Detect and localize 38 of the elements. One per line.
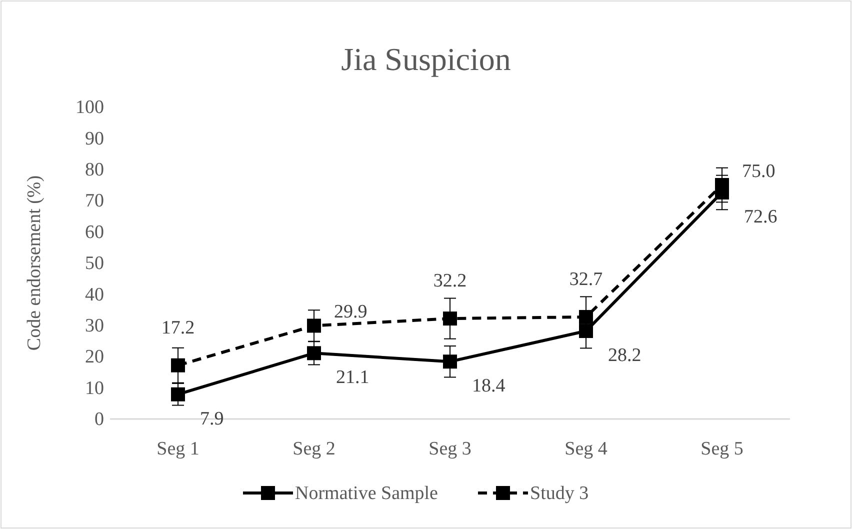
y-tick-label: 40 bbox=[85, 284, 104, 306]
point bbox=[307, 318, 321, 333]
point bbox=[307, 346, 321, 360]
chart-title: Jia Suspicion bbox=[341, 41, 511, 77]
y-tick-label: 20 bbox=[85, 346, 104, 368]
legend-label: Study 3 bbox=[530, 483, 589, 504]
x-tick-label: Seg 5 bbox=[700, 438, 744, 460]
y-tick-label: 10 bbox=[85, 378, 104, 399]
y-tick-label: 50 bbox=[85, 253, 104, 274]
y-tick-label: 80 bbox=[85, 159, 104, 180]
data-label: 32.7 bbox=[569, 268, 603, 290]
y-tick-label: 60 bbox=[85, 222, 104, 243]
data-label: 7.9 bbox=[200, 408, 224, 430]
x-tick-label: Seg 1 bbox=[156, 438, 200, 460]
data-label: 17.2 bbox=[161, 317, 195, 338]
x-tick-label: Seg 2 bbox=[292, 438, 336, 460]
legend-label: Normative Sample bbox=[295, 483, 438, 504]
y-tick-label: 0 bbox=[94, 409, 104, 430]
point bbox=[443, 312, 457, 326]
data-label: 18.4 bbox=[472, 376, 506, 397]
data-label: 32.2 bbox=[433, 270, 467, 292]
data-label: 28.2 bbox=[608, 345, 642, 366]
y-tick-label: 70 bbox=[85, 190, 104, 212]
y-tick-label: 90 bbox=[85, 128, 104, 150]
point bbox=[171, 358, 185, 372]
data-label: 29.9 bbox=[334, 302, 368, 323]
data-label: 21.1 bbox=[336, 367, 370, 388]
x-tick-label: Seg 3 bbox=[428, 438, 472, 460]
y-axis-title: Code endorsement (%) bbox=[24, 175, 45, 351]
data-label: 72.6 bbox=[744, 206, 778, 228]
point bbox=[579, 310, 593, 324]
y-tick-label: 30 bbox=[85, 315, 104, 336]
x-tick-label: Seg 4 bbox=[564, 438, 608, 460]
y-tick-label: 100 bbox=[76, 97, 104, 118]
point bbox=[171, 387, 185, 402]
data-label: 75.0 bbox=[742, 161, 776, 182]
point bbox=[579, 324, 593, 338]
point bbox=[443, 354, 457, 369]
